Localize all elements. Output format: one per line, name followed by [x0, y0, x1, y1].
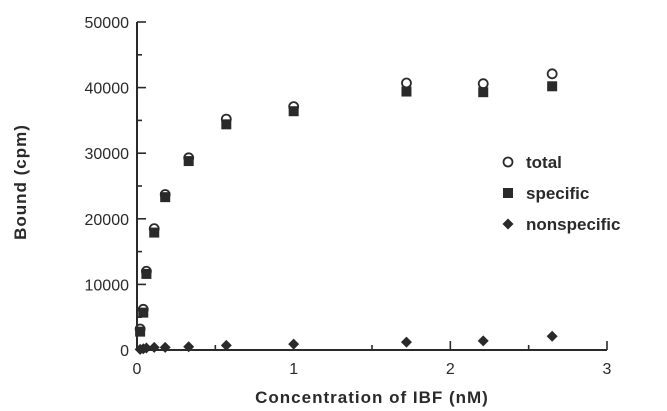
specific-point: [401, 86, 412, 97]
y-tick-label: 40000: [85, 81, 130, 98]
specific-point: [183, 156, 194, 167]
legend-marker-total: [502, 156, 514, 168]
y-tick-label: 0: [120, 343, 129, 360]
data-marks: [134, 68, 558, 355]
nonspecific-point: [159, 341, 171, 353]
axes: 0 10000 20000 30000 40000 50000 0 1 2 3: [85, 15, 612, 378]
legend-label: specific: [526, 184, 589, 203]
specific-point: [138, 307, 149, 318]
legend-label: nonspecific: [526, 215, 620, 234]
x-axis-title: Concentration of IBF (nM): [255, 388, 489, 407]
series-nonspecific: [134, 330, 558, 355]
specific-point: [141, 268, 152, 279]
legend-item-nonspecific: nonspecific: [502, 215, 620, 234]
legend-marker-specific: [503, 188, 513, 198]
y-tick-label: 10000: [85, 277, 130, 294]
total-point: [477, 78, 489, 90]
total-point: [401, 77, 412, 89]
specific-point: [160, 192, 171, 203]
x-tick-label: 1: [289, 361, 298, 378]
nonspecific-point: [148, 341, 160, 353]
nonspecific-point: [288, 338, 300, 350]
specific-point: [478, 87, 489, 98]
legend-marker-nonspecific: [502, 218, 514, 230]
nonspecific-point: [220, 339, 232, 351]
legend-item-specific: specific: [503, 184, 589, 203]
nonspecific-point: [400, 336, 412, 348]
y-tick-label: 50000: [85, 15, 130, 32]
y-tick-label: 20000: [85, 212, 130, 229]
x-tick-label: 2: [446, 361, 455, 378]
nonspecific-point: [183, 341, 195, 353]
nonspecific-point: [546, 330, 558, 342]
y-tick-label: 30000: [85, 146, 130, 163]
specific-point: [288, 106, 299, 117]
legend: total specific nonspecific: [502, 153, 620, 234]
specific-point: [149, 227, 160, 238]
x-tick-label: 0: [133, 361, 142, 378]
legend-label: total: [526, 153, 562, 172]
nonspecific-point: [477, 335, 489, 347]
y-axis-title: Bound (cpm): [11, 124, 30, 240]
nonspecific-point: [140, 342, 152, 354]
specific-point: [547, 81, 558, 92]
total-point: [546, 68, 558, 80]
x-tick-label: 3: [603, 361, 612, 378]
series-total: [134, 68, 558, 335]
specific-point: [135, 326, 146, 337]
series-specific: [135, 81, 558, 337]
legend-item-total: total: [502, 153, 562, 172]
specific-point: [221, 119, 232, 130]
